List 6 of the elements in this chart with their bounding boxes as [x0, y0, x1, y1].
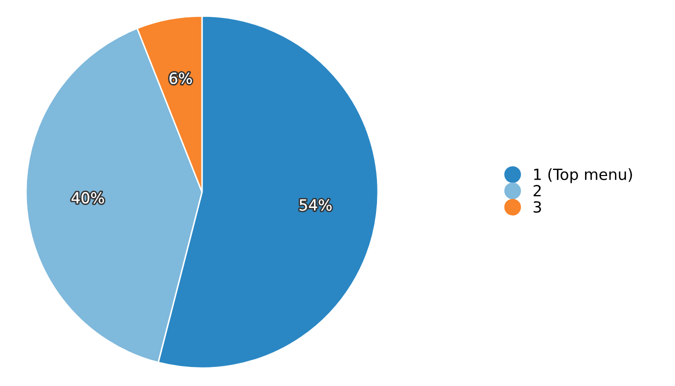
legend-label: 2	[534, 184, 541, 196]
legend-label: 3	[534, 201, 541, 213]
legend-label: 1 (Top menu)	[534, 168, 632, 184]
data-label: 6%	[170, 72, 192, 84]
data-label: 54%	[300, 199, 332, 211]
data-label: 40%	[72, 192, 104, 204]
